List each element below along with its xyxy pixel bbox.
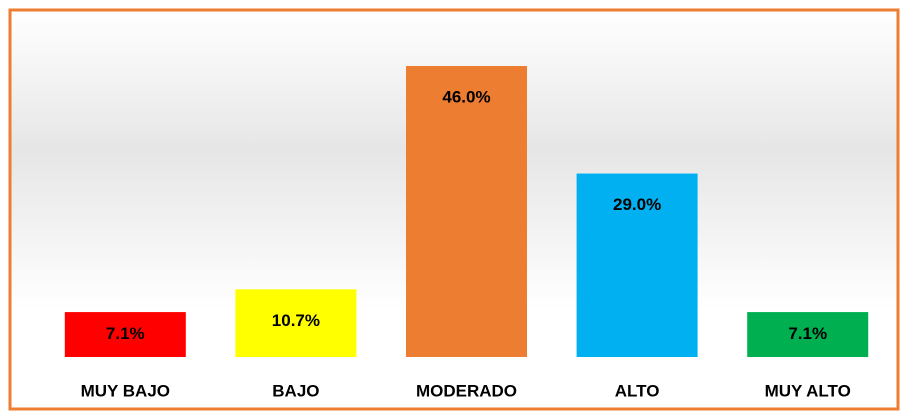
x-tick-label: ALTO — [615, 381, 660, 400]
data-label: 29.0% — [613, 195, 661, 214]
x-tick-label: MUY ALTO — [765, 381, 851, 400]
x-tick-label: MUY BAJO — [81, 381, 170, 400]
x-tick-label: MODERADO — [416, 381, 517, 400]
data-label: 10.7% — [272, 311, 320, 330]
bar — [576, 173, 698, 357]
data-label: 7.1% — [106, 324, 145, 343]
bar — [235, 289, 357, 357]
bar — [64, 312, 186, 357]
data-label: 7.1% — [788, 324, 827, 343]
x-tick-label: BAJO — [272, 381, 319, 400]
data-label: 46.0% — [442, 87, 490, 106]
bar — [406, 66, 527, 357]
bar — [747, 312, 869, 357]
